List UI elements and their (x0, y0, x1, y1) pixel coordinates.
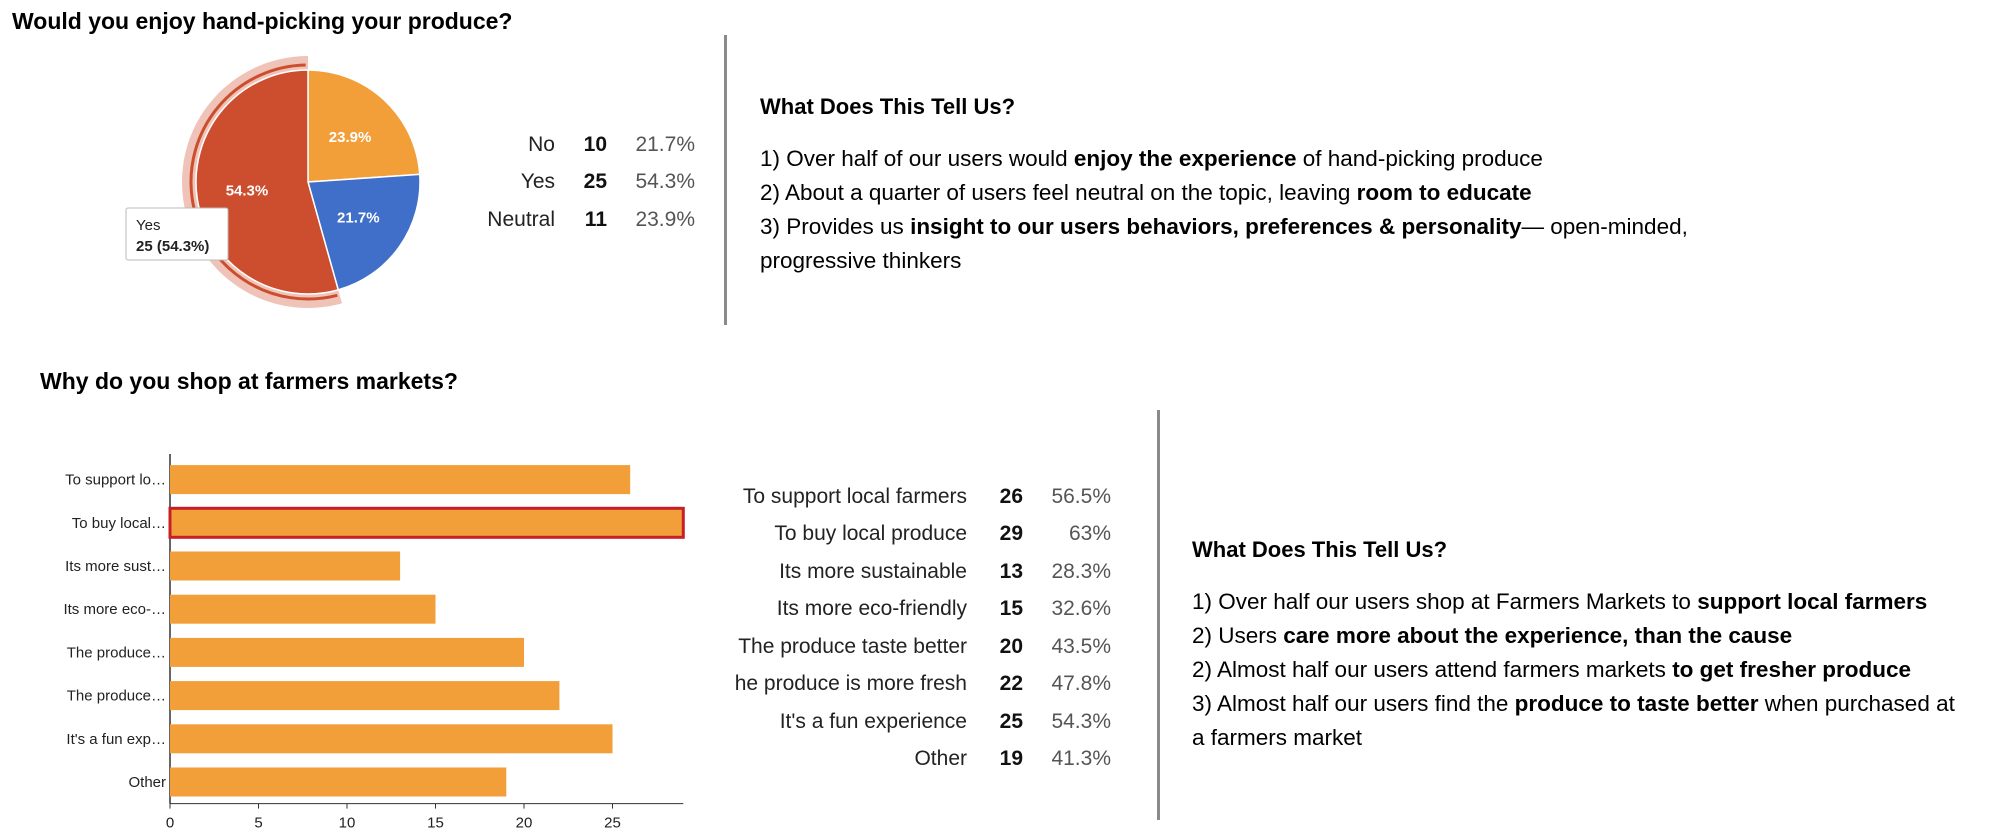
pie-stat-row: Yes 25 54.3% (475, 164, 695, 202)
bar-question-title: Why do you shop at farmers markets? (40, 368, 458, 394)
bar-stat-pct: 32.6% (1051, 597, 1111, 621)
bar-stat-count: 29 (999, 522, 1023, 546)
bar-1[interactable] (168, 506, 685, 539)
pie-slice-no[interactable] (307, 173, 421, 291)
pie-stat-pct: 54.3% (635, 170, 695, 194)
bar-stat-row: he produce is more fresh 22 47.8% (720, 666, 1111, 704)
pie-stat-row: No 10 21.7% (475, 126, 695, 164)
bar-stat-count: 19 (999, 747, 1023, 771)
bar-x-tick-label: 10 (339, 815, 356, 832)
bar-stat-count: 26 (999, 484, 1023, 508)
bar-stat-row: Its more eco-friendly 15 32.6% (720, 591, 1111, 629)
bar-stats-table: To support local farmers 26 56.5% To buy lo… (720, 478, 1111, 778)
pie-insight-line: 3) Provides us insight to our users beha… (760, 214, 1688, 239)
pie-tooltip-value: 25 (54.3%) (136, 238, 209, 255)
bar-insight-line: 2) Users care more about the experience,… (1192, 623, 1793, 648)
bar-5[interactable] (170, 681, 560, 711)
pie-insights-list: 1) Over half of our users would enjoy th… (760, 142, 1860, 278)
bar-stat-count: 22 (999, 672, 1023, 696)
bar-stat-count: 20 (999, 634, 1023, 658)
pie-highlight-ring (189, 63, 338, 301)
bar-stat-row: Its more sustainable 13 28.3% (720, 553, 1111, 591)
bar-x-tick-label: 20 (516, 815, 533, 832)
bar-stat-row: To support local farmers 26 56.5% (720, 478, 1111, 516)
bar-insight-line: a farmers market (1192, 725, 1363, 750)
pie-slice-neutral[interactable] (307, 69, 421, 183)
bar-stat-row: Other 19 41.3% (720, 741, 1111, 779)
pie-insights: What Does This Tell Us? 1) Over half of … (760, 94, 1860, 278)
bar-stat-count: 13 (999, 559, 1023, 583)
pie-stat-label: Neutral (487, 207, 555, 231)
bar-0[interactable] (170, 465, 631, 495)
bar-stat-label: To support local farmers (742, 484, 967, 508)
bar-category-label: Its more sust… (65, 558, 166, 575)
bar-insights: What Does This Tell Us? 1) Over half our… (1192, 537, 1992, 755)
section-divider (724, 35, 727, 325)
bar-stat-count: 25 (999, 709, 1023, 733)
bar-category-label: Its more eco-… (63, 601, 166, 618)
pie-stat-row: Neutral 11 23.9% (475, 201, 695, 239)
bar-insight-line: 2) Almost half our users attend farmers … (1192, 657, 1911, 682)
bar-stat-pct: 43.5% (1051, 634, 1111, 658)
pie-stat-count: 10 (583, 132, 607, 156)
bar-category-label: The produce… (67, 644, 166, 661)
bar-3[interactable] (170, 594, 436, 624)
bar-chart[interactable]: To support lo… To buy local… Its more sust… (0, 440, 700, 839)
bar-stat-pct: 56.5% (1051, 484, 1111, 508)
bar-insight-line: 3) Almost half our users find the produc… (1192, 691, 1955, 716)
section-divider-bottom (1157, 410, 1160, 820)
bar-x-tick-label: 25 (604, 815, 621, 832)
bar-category-label: It's a fun exp… (66, 731, 166, 748)
bar-category-label: To support lo… (65, 472, 166, 489)
bar-stat-pct: 54.3% (1051, 709, 1111, 733)
bar-stat-pct: 63% (1068, 522, 1111, 546)
bar-7[interactable] (170, 767, 507, 797)
bar-x-tick-label: 15 (427, 815, 444, 832)
pie-slice-label: 23.9% (329, 129, 372, 146)
bar-x-tick-label: 5 (254, 815, 262, 832)
pie-tooltip: Yes 25 (54.3%) (125, 207, 229, 261)
bar-stat-label: The produce taste better (738, 634, 967, 658)
pie-slice-label: 54.3% (226, 182, 269, 199)
bar-insights-heading: What Does This Tell Us? (1192, 537, 1448, 562)
bar-6[interactable] (170, 724, 613, 754)
bar-stat-label: To buy local produce (774, 522, 967, 546)
pie-chart[interactable]: 23.9% 21.7% 54.3% Yes 25 (54.3%) (120, 50, 450, 320)
pie-insight-line: 1) Over half of our users would enjoy th… (760, 146, 1543, 171)
pie-tooltip-label: Yes (136, 217, 160, 234)
pie-stats-table: No 10 21.7% Yes 25 54.3% Neutral 11 23.9% (475, 126, 695, 239)
pie-slice-yes[interactable] (195, 69, 340, 295)
bar-insight-line: 1) Over half our users shop at Farmers M… (1192, 589, 1928, 614)
bar-stat-pct: 41.3% (1051, 747, 1111, 771)
bar-category-label: Other (128, 774, 166, 791)
pie-insight-line: progressive thinkers (760, 248, 962, 273)
bar-stat-count: 15 (999, 597, 1023, 621)
bar-stat-row: To buy local produce 29 63% (720, 516, 1111, 554)
bar-stat-row: It's a fun experience 25 54.3% (720, 703, 1111, 741)
bar-stat-label: Other (914, 747, 967, 771)
pie-slice-label: 21.7% (337, 210, 380, 227)
bar-4[interactable] (170, 637, 524, 667)
pie-stat-pct: 21.7% (635, 132, 695, 156)
pie-stat-count: 11 (584, 207, 607, 231)
bar-insights-list: 1) Over half our users shop at Farmers M… (1192, 585, 1992, 755)
pie-stat-label: No (528, 132, 555, 156)
bar-stat-label: It's a fun experience (779, 709, 967, 733)
pie-stat-count: 25 (583, 170, 607, 194)
bar-stat-row: The produce taste better 20 43.5% (720, 628, 1111, 666)
bar-stat-label: Its more sustainable (779, 559, 967, 583)
pie-insight-line: 2) About a quarter of users feel neutral… (760, 180, 1532, 205)
bar-2[interactable] (170, 551, 401, 581)
bar-stat-pct: 28.3% (1051, 559, 1111, 583)
pie-stat-pct: 23.9% (635, 207, 695, 231)
bar-category-label: The produce… (67, 688, 166, 705)
pie-stat-label: Yes (520, 170, 555, 194)
pie-question-title: Would you enjoy hand-picking your produc… (12, 8, 513, 34)
pie-insights-heading: What Does This Tell Us? (760, 94, 1016, 119)
bar-stat-label: he produce is more fresh (734, 672, 967, 696)
bar-x-tick-label: 0 (166, 815, 174, 832)
bar-stat-label: Its more eco-friendly (776, 597, 967, 621)
bar-stat-pct: 47.8% (1051, 672, 1111, 696)
bar-category-label: To buy local… (72, 515, 166, 532)
